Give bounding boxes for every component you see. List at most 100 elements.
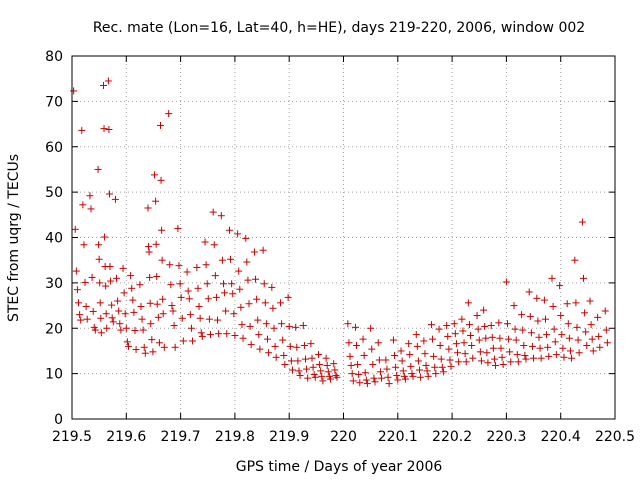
data-point — [572, 299, 580, 307]
data-point — [348, 370, 356, 378]
data-point — [413, 342, 421, 350]
data-point — [454, 349, 462, 357]
data-point — [221, 289, 229, 297]
data-point — [382, 356, 390, 364]
data-point — [165, 110, 173, 118]
data-point — [171, 343, 179, 351]
x-tick-label: 220.1 — [378, 429, 418, 445]
data-point — [108, 314, 116, 322]
data-point — [503, 320, 511, 328]
x-tick-label: 220 — [330, 429, 357, 445]
chart-title: Rec. mate (Lon=16, Lat=40, h=HE), days 2… — [93, 20, 585, 36]
data-point — [565, 334, 573, 342]
data-point — [141, 349, 149, 357]
data-point — [420, 337, 428, 345]
data-point — [438, 363, 446, 371]
data-point — [487, 322, 495, 330]
data-point — [157, 121, 165, 129]
data-point — [262, 320, 270, 328]
y-tick-labels: 0 10 20 30 40 50 60 70 80 — [45, 49, 63, 428]
y-tick-label: 50 — [45, 185, 63, 201]
data-point — [296, 371, 304, 379]
data-point — [375, 356, 383, 364]
data-point — [588, 335, 596, 343]
data-point — [100, 125, 108, 133]
data-point — [384, 373, 392, 381]
data-point — [246, 322, 254, 330]
data-point — [253, 295, 261, 303]
data-point — [145, 248, 153, 256]
data-point — [307, 340, 315, 348]
data-point — [571, 256, 579, 264]
data-point — [540, 296, 548, 304]
data-point — [115, 307, 123, 315]
data-point — [483, 349, 491, 357]
data-point — [497, 344, 505, 352]
data-point — [318, 372, 326, 380]
y-tick-label: 80 — [45, 49, 63, 65]
x-tick-label: 219.8 — [215, 429, 255, 445]
data-point — [473, 312, 481, 320]
data-point — [315, 351, 323, 359]
data-point — [568, 354, 576, 362]
data-point — [323, 361, 331, 369]
data-point — [533, 294, 541, 302]
data-point — [370, 374, 378, 382]
data-point — [429, 335, 437, 343]
data-point — [130, 308, 138, 316]
data-point — [317, 367, 325, 375]
data-point — [356, 379, 364, 387]
data-point — [560, 353, 568, 361]
data-point — [383, 365, 391, 373]
data-point — [583, 341, 591, 349]
data-point — [525, 288, 533, 296]
data-point — [185, 295, 193, 303]
data-point — [594, 313, 602, 321]
data-point — [455, 358, 463, 366]
data-point — [205, 315, 213, 323]
x-axis-title: GPS time / Days of year 2006 — [236, 459, 443, 475]
data-point — [245, 300, 253, 308]
y-tick-label: 0 — [54, 412, 63, 428]
data-point — [378, 374, 386, 382]
data-point — [498, 353, 506, 361]
data-point — [450, 320, 458, 328]
data-point — [322, 354, 330, 362]
data-point — [227, 255, 235, 263]
y-tick-label: 70 — [45, 94, 63, 110]
data-point — [113, 274, 121, 282]
data-point — [423, 367, 431, 375]
data-point — [558, 331, 566, 339]
data-point — [73, 286, 81, 294]
data-point — [108, 301, 116, 309]
data-point — [602, 326, 610, 334]
data-point — [522, 355, 530, 363]
data-point — [474, 325, 482, 333]
data-point — [256, 345, 264, 353]
data-point — [458, 315, 466, 323]
data-point — [87, 205, 95, 213]
data-point — [183, 268, 191, 276]
data-point — [107, 277, 115, 285]
data-point — [506, 348, 514, 356]
data-point — [99, 81, 107, 89]
data-point — [166, 261, 174, 269]
data-point — [566, 347, 574, 355]
data-point — [97, 329, 105, 337]
data-point — [346, 352, 354, 360]
data-point — [534, 317, 542, 325]
data-point — [417, 373, 425, 381]
data-point — [488, 333, 496, 341]
data-point — [511, 325, 519, 333]
data-point — [79, 201, 87, 209]
data-point — [482, 334, 490, 342]
data-point — [349, 377, 357, 385]
data-point — [177, 293, 185, 301]
data-point — [319, 377, 327, 385]
data-point — [77, 316, 85, 324]
data-point — [242, 234, 250, 242]
data-point — [477, 357, 485, 365]
data-point — [430, 352, 438, 360]
data-point — [153, 300, 161, 308]
data-point — [467, 332, 475, 340]
